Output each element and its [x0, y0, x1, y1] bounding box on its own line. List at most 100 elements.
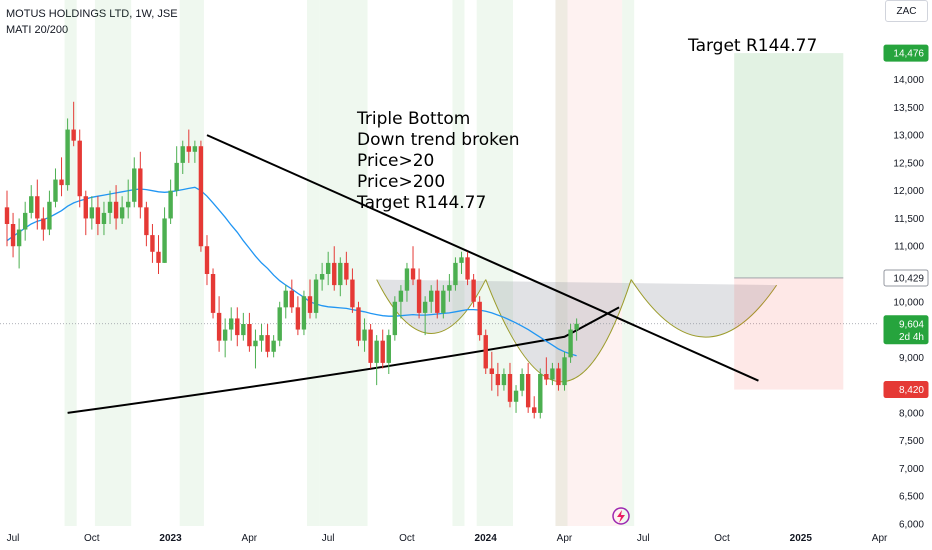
candle — [119, 196, 125, 224]
price-tick-label: 6,500 — [899, 492, 924, 503]
candle — [459, 251, 464, 274]
lightning-icon — [612, 507, 630, 525]
green-zone — [452, 0, 465, 526]
price-tick-label: 11,000 — [894, 242, 924, 253]
candle-body — [247, 324, 252, 347]
candle-body — [174, 162, 179, 191]
price-tick-label: 12,500 — [893, 158, 924, 169]
candle-body — [150, 235, 155, 252]
candle — [568, 324, 573, 363]
candle-body — [386, 335, 391, 363]
candle — [471, 274, 476, 308]
candle-body — [119, 207, 125, 219]
candle — [180, 140, 185, 174]
candle-body — [362, 329, 367, 341]
time-tick-label: Jul — [322, 533, 335, 544]
candle-body — [210, 274, 216, 313]
candle-body — [216, 312, 222, 341]
time-tick-label: 2024 — [475, 533, 498, 544]
candle-body — [398, 290, 404, 302]
candle — [289, 279, 295, 313]
annotation-line: Price>20 — [357, 151, 434, 171]
candle-body — [556, 368, 561, 386]
candle — [489, 351, 494, 391]
time-tick-label: Jul — [7, 533, 20, 544]
candle-body — [404, 268, 410, 291]
candles — [4, 101, 579, 419]
candle — [325, 251, 331, 286]
candle-body — [156, 251, 161, 263]
candle — [186, 129, 191, 163]
candle — [253, 329, 258, 369]
candle — [162, 207, 167, 263]
candle-body — [4, 207, 10, 224]
annotation-line: Down trend broken — [357, 130, 520, 150]
candle-body — [277, 307, 282, 341]
candle — [398, 285, 404, 319]
candle-body — [235, 318, 240, 336]
candle — [235, 307, 240, 347]
candle — [53, 168, 58, 208]
candle-body — [471, 279, 476, 302]
candle-body — [138, 168, 143, 208]
candle — [144, 201, 149, 247]
price-tick-label: 7,500 — [899, 436, 924, 447]
candle-body — [259, 335, 264, 341]
price-tick-label: 8,000 — [899, 408, 924, 419]
candle-body — [95, 207, 101, 224]
time-tick-label: Oct — [399, 533, 415, 544]
candle-body — [162, 218, 167, 263]
candle — [77, 129, 82, 208]
candle-body — [447, 285, 452, 291]
candle — [150, 224, 155, 263]
candle — [59, 157, 64, 197]
annotation-line: Triple Bottom — [356, 109, 470, 129]
candle — [574, 318, 579, 341]
cup-right — [630, 279, 778, 338]
candle — [22, 201, 28, 241]
candle-body — [568, 329, 573, 358]
price-label-text: 9,604 — [899, 319, 924, 330]
green-zone — [307, 0, 320, 526]
candle-body — [525, 374, 531, 408]
time-tick-label: 2025 — [790, 533, 813, 544]
candle — [374, 335, 379, 386]
candle — [319, 262, 325, 291]
candle-body — [392, 301, 398, 336]
candle-body — [180, 146, 185, 163]
candle-body — [265, 335, 270, 352]
ma200-line — [67, 306, 620, 414]
candle-body — [22, 212, 28, 230]
candle-body — [453, 262, 458, 286]
candle-body — [489, 368, 494, 374]
time-tick-label: Oct — [714, 533, 730, 544]
candle-body — [289, 290, 295, 308]
price-tick-label: 13,000 — [893, 131, 924, 142]
time-tick-label: Jul — [637, 533, 650, 544]
candle-body — [465, 257, 470, 280]
candle — [16, 218, 22, 269]
candle — [519, 368, 525, 397]
candle-body — [544, 374, 549, 380]
candle-body — [574, 323, 579, 330]
candle — [453, 257, 458, 291]
candle — [513, 385, 519, 413]
candle — [368, 324, 373, 369]
candle — [550, 362, 555, 386]
downtrend-line — [206, 134, 759, 382]
candle — [338, 257, 343, 297]
candle-body — [168, 190, 173, 219]
candle — [204, 235, 210, 286]
candle-body — [83, 196, 88, 219]
currency-badge[interactable]: ZAC — [885, 0, 928, 22]
candle — [265, 324, 270, 358]
green-zone — [179, 0, 204, 526]
candle — [168, 179, 173, 224]
candle-body — [113, 201, 119, 219]
candle-body — [47, 201, 52, 230]
candle-body — [35, 196, 40, 219]
candle — [344, 251, 349, 286]
candle-body — [507, 374, 513, 402]
candle-body — [495, 374, 501, 386]
